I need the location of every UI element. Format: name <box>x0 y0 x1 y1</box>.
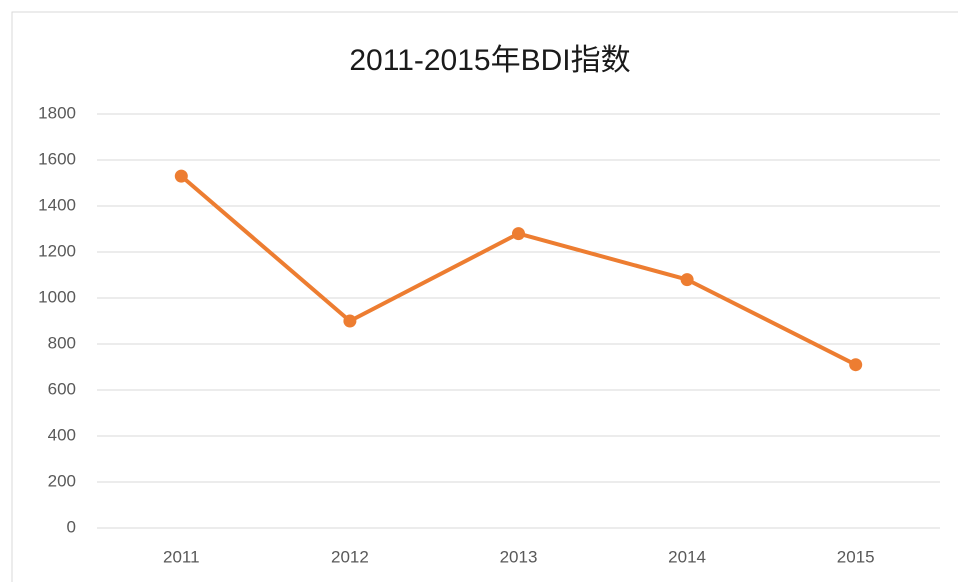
data-point <box>849 358 863 372</box>
data-point <box>512 227 525 241</box>
x-tick-label: 2011 <box>163 547 200 566</box>
y-tick-label: 400 <box>48 425 76 444</box>
y-tick-label: 1400 <box>38 195 76 214</box>
data-point <box>174 169 188 183</box>
data-point <box>343 314 357 328</box>
x-tick-label: 2015 <box>837 547 875 566</box>
y-tick-label: 1800 <box>38 103 76 122</box>
y-tick-label: 1200 <box>38 241 76 260</box>
data-point <box>680 273 694 287</box>
x-tick-label: 2012 <box>331 547 369 566</box>
y-tick-label: 1600 <box>38 149 76 168</box>
y-tick-label: 200 <box>48 471 76 490</box>
chart-title: 2011-2015年BDI指数 <box>349 44 630 77</box>
y-tick-label: 1000 <box>38 287 76 306</box>
y-tick-label: 800 <box>48 333 76 352</box>
y-tick-label: 600 <box>48 379 76 398</box>
x-tick-label: 2014 <box>668 547 706 566</box>
y-tick-label: 0 <box>67 517 76 536</box>
x-tick-label: 2013 <box>500 547 538 566</box>
chart-border <box>11 11 958 582</box>
